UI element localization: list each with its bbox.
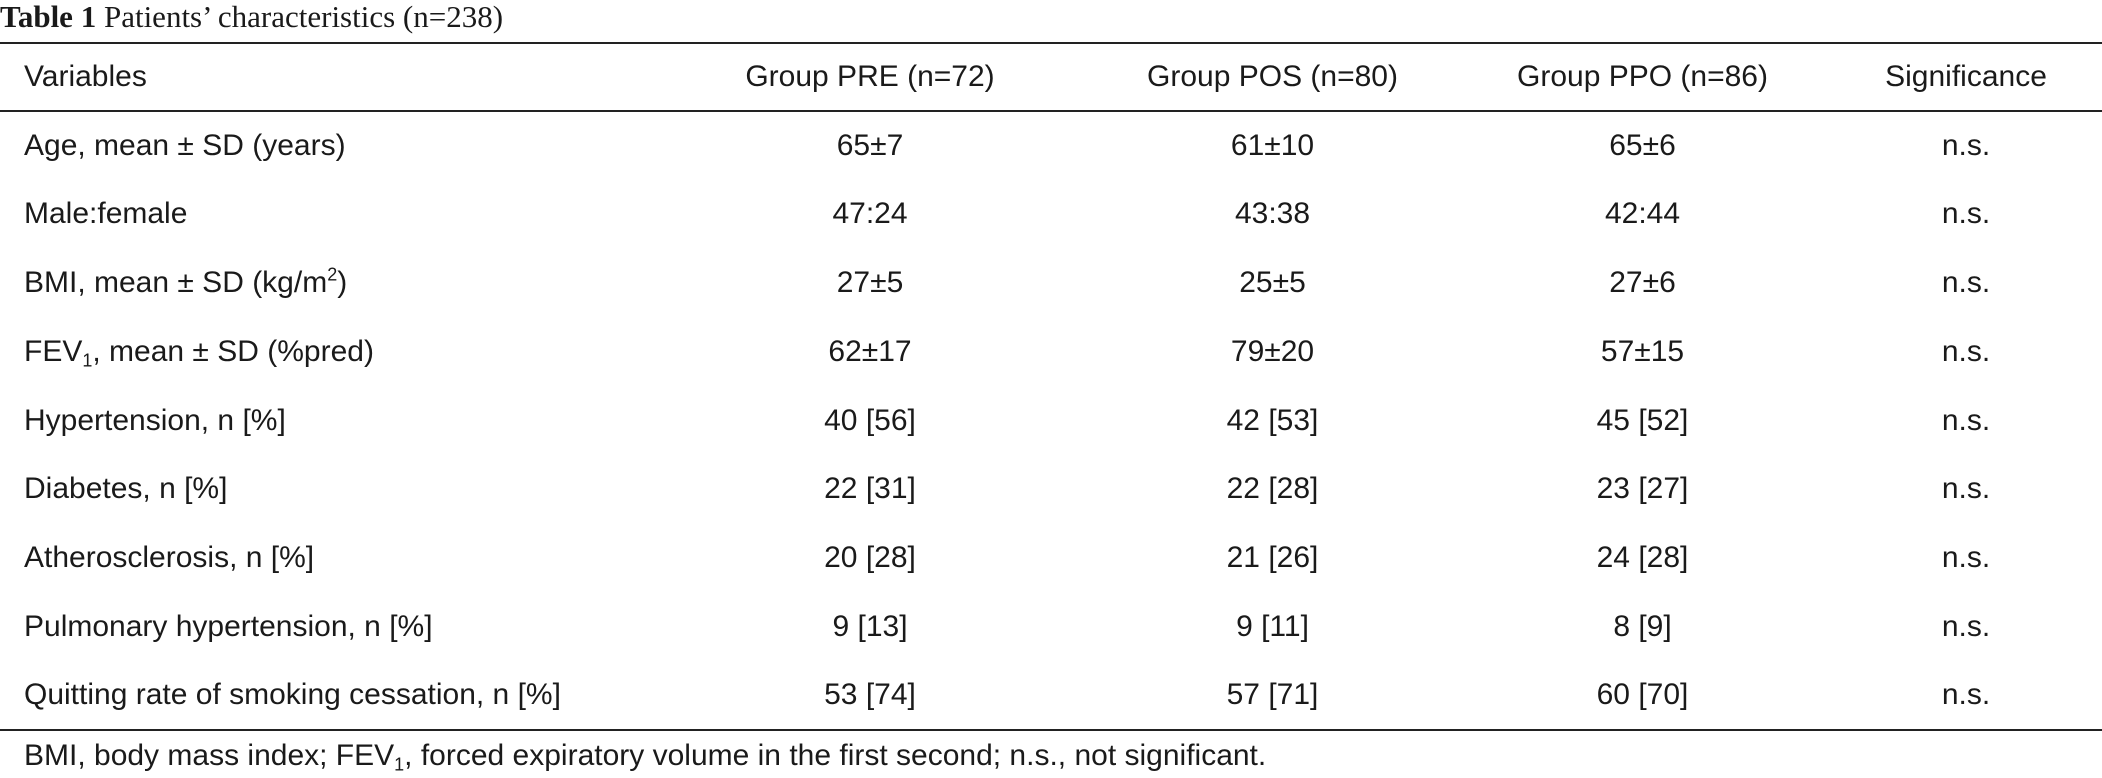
cell-group-pre: 65±7	[836, 128, 904, 162]
table-row: Hypertension, n [%] 40 [56] 42 [53] 45 […	[0, 386, 2102, 455]
table-row: Atherosclerosis, n [%] 20 [28] 21 [26] 2…	[0, 524, 2102, 593]
cell-group-pos: 22 [28]	[1226, 472, 1319, 506]
cell-group-pos: 42 [53]	[1226, 403, 1319, 437]
header-group-pos: Group POS (n=80)	[1090, 42, 1455, 112]
cell-group-pos: 21 [26]	[1226, 541, 1319, 575]
table-caption-text: Patients’ characteristics (n=238)	[103, 0, 504, 34]
header-variables: Variables	[0, 42, 614, 112]
table-row: FEV1, mean ± SD (%pred) 62±17 79±20 57±1…	[0, 317, 2102, 386]
row-variable: Hypertension, n [%]	[24, 403, 286, 437]
cell-group-ppo: 65±6	[1609, 128, 1676, 162]
cell-group-pre: 22 [31]	[824, 472, 916, 506]
cell-group-pos: 57 [71]	[1090, 661, 1455, 732]
row-variable: Quitting rate of smoking cessation, n [%…	[0, 661, 614, 732]
cell-group-ppo: 8 [9]	[1613, 609, 1672, 643]
table-header-row: Variables Group PRE (n=72) Group POS (n=…	[0, 42, 2102, 112]
cell-group-pre: 20 [28]	[824, 541, 916, 575]
table-row: Pulmonary hypertension, n [%] 9 [13] 9 […	[0, 593, 2102, 662]
table-footnote: BMI, body mass index; FEV1, forced expir…	[24, 739, 1267, 775]
cell-group-ppo: 57±15	[1600, 334, 1685, 368]
cell-group-pos: 79±20	[1230, 334, 1315, 368]
cell-significance: n.s.	[1941, 472, 1991, 506]
cell-group-ppo: 42:44	[1604, 197, 1681, 231]
row-variable: Age, mean ± SD (years)	[24, 128, 346, 162]
cell-significance: n.s.	[1941, 541, 1991, 575]
cell-group-pos: 9 [11]	[1236, 609, 1309, 643]
cell-group-ppo: 60 [70]	[1455, 661, 1830, 732]
cell-group-ppo: 23 [27]	[1596, 472, 1689, 506]
cell-significance: n.s.	[1941, 128, 1991, 162]
table-row: BMI, mean ± SD (kg/m2) 27±5 25±5 27±6 n.…	[0, 249, 2102, 318]
cell-group-pre: 53 [74]	[614, 661, 1090, 732]
cell-group-pre: 40 [56]	[824, 403, 916, 437]
table-row: Diabetes, n [%] 22 [31] 22 [28] 23 [27] …	[0, 455, 2102, 524]
cell-group-pos: 25±5	[1239, 265, 1306, 299]
row-variable: FEV1, mean ± SD (%pred)	[24, 334, 374, 371]
cell-group-ppo: 45 [52]	[1596, 403, 1689, 437]
cell-group-ppo: 24 [28]	[1596, 541, 1689, 575]
cell-significance: n.s.	[1941, 609, 1991, 643]
cell-group-pre: 9 [13]	[832, 609, 908, 643]
cell-significance: n.s.	[1830, 661, 2102, 732]
cell-group-pre: 62±17	[828, 334, 912, 368]
cell-group-pos: 43:38	[1234, 197, 1311, 231]
header-group-pre: Group PRE (n=72)	[614, 42, 1090, 112]
table-row: Age, mean ± SD (years) 65±7 61±10 65±6 n…	[0, 111, 2102, 180]
cell-group-pre: 47:24	[832, 197, 908, 231]
row-variable: Pulmonary hypertension, n [%]	[24, 609, 433, 643]
header-group-ppo: Group PPO (n=86)	[1455, 42, 1830, 112]
cell-significance: n.s.	[1941, 334, 1991, 368]
row-variable: BMI, mean ± SD (kg/m2)	[24, 264, 348, 299]
table-row: Male:female 47:24 43:38 42:44 n.s.	[0, 180, 2102, 249]
cell-group-ppo: 27±6	[1609, 265, 1676, 299]
cell-group-pre: 27±5	[836, 265, 904, 299]
row-variable: Diabetes, n [%]	[24, 472, 228, 506]
table-row: Quitting rate of smoking cessation, n [%…	[0, 661, 2102, 732]
patients-characteristics-table: Variables Group PRE (n=72) Group POS (n=…	[0, 42, 2102, 732]
row-variable: Atherosclerosis, n [%]	[24, 541, 315, 575]
table-caption-label: Table 1	[0, 0, 97, 34]
table-caption: Table 1 Patients’ characteristics (n=238…	[0, 0, 503, 40]
row-variable: Male:female	[24, 197, 188, 231]
header-significance: Significance	[1830, 42, 2102, 112]
cell-significance: n.s.	[1941, 265, 1991, 299]
cell-significance: n.s.	[1941, 403, 1991, 437]
cell-significance: n.s.	[1941, 197, 1991, 231]
cell-group-pos: 61±10	[1230, 128, 1315, 162]
